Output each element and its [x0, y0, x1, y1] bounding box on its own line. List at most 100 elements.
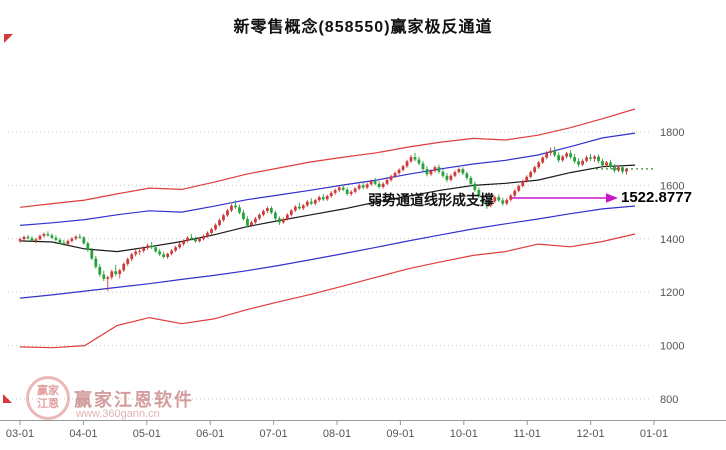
candle-body [373, 181, 377, 184]
y-tick-label: 800 [660, 394, 678, 406]
candle-body [46, 233, 50, 236]
candle-body [146, 245, 150, 248]
candle-body [377, 183, 381, 188]
channel-line-upper_red [19, 108, 636, 208]
candle-body [509, 195, 513, 200]
watermark-logo: 赢家江恩 [26, 376, 70, 420]
candle-body [397, 169, 401, 174]
candle-body [321, 197, 325, 200]
candle-body [553, 150, 557, 156]
candle-body [413, 157, 417, 160]
candle-body [250, 222, 253, 226]
candle-body [114, 271, 118, 275]
candle-body [541, 157, 545, 163]
page-title: 新零售概念(858550)赢家极反通道 [233, 19, 493, 36]
y-tick-label: 1800 [660, 127, 684, 139]
candle-body [186, 237, 189, 241]
candle-body [337, 187, 341, 191]
candle-body [317, 197, 321, 201]
candle-body [74, 236, 78, 239]
candle-body [194, 239, 197, 242]
candle-body [357, 185, 361, 189]
channel-line-lower_red [19, 233, 636, 349]
candle-body [325, 196, 329, 200]
candle-body [162, 254, 166, 257]
candle-body [94, 258, 98, 267]
candle-body [190, 237, 193, 240]
candle-body [437, 167, 441, 172]
candle-body [218, 220, 221, 225]
candle-body [389, 176, 393, 181]
red-corner-marker-top [4, 34, 13, 43]
candle-body [174, 247, 178, 251]
channel-line-mid_black [19, 164, 636, 253]
candle-body [26, 236, 30, 239]
candle-body [82, 237, 86, 244]
support-annotation-text: 弱势通道线形成支撑 [368, 192, 494, 208]
candle-body [329, 192, 333, 197]
candle-body [449, 175, 453, 180]
candle-body [349, 191, 353, 194]
candle-body [361, 185, 365, 188]
candle-body [202, 236, 205, 239]
candle-body [230, 205, 233, 211]
candle-body [529, 172, 533, 177]
candle-body [549, 150, 553, 153]
candle-body [142, 247, 146, 251]
watermark-logo-text: 赢家江恩 [37, 384, 59, 410]
candle-body [86, 243, 90, 251]
candle-body [569, 153, 573, 158]
candle-body [182, 240, 185, 245]
candle-body [341, 187, 345, 190]
candle-body [301, 205, 305, 209]
candle-body [98, 266, 102, 275]
candle-body [58, 239, 62, 243]
candle-body [102, 274, 106, 279]
candle-body [625, 168, 628, 172]
candle-body [246, 219, 249, 226]
candle-body [126, 259, 130, 264]
x-tick-label: 08-01 [323, 428, 351, 440]
candle-body [441, 171, 445, 176]
candle-body [577, 161, 580, 165]
candle-body [242, 212, 245, 220]
candle-body [365, 184, 369, 188]
x-tick-label: 05-01 [133, 428, 161, 440]
candle-body [493, 197, 497, 202]
candle-body [34, 239, 38, 241]
candle-body [453, 172, 457, 176]
candle-body [473, 183, 477, 190]
x-tick-label: 10-01 [450, 428, 478, 440]
candle-body [505, 199, 509, 204]
candle-body [150, 245, 154, 248]
candle-body [70, 238, 74, 241]
candle-body [425, 169, 429, 175]
candle-body [134, 251, 138, 255]
candle-body [385, 180, 389, 184]
candle-body [533, 167, 537, 173]
candle-body [122, 263, 126, 271]
candle-body [581, 160, 584, 165]
candle-body [485, 202, 489, 206]
candle-body [22, 236, 26, 240]
candle-body [226, 210, 229, 216]
candle-body [258, 214, 261, 219]
candle-body [54, 237, 58, 240]
candle-body [285, 214, 289, 220]
candle-body [238, 207, 241, 213]
candle-body [261, 211, 265, 215]
x-tick-label: 07-01 [260, 428, 288, 440]
candle-body [333, 190, 337, 193]
candle-body [497, 197, 501, 201]
candle-body [369, 181, 373, 185]
candle-body [297, 206, 301, 209]
candle-body [30, 238, 34, 241]
candle-body [469, 177, 473, 184]
support-arrow-head [606, 193, 618, 203]
candle-body [457, 169, 461, 173]
x-tick-label: 09-01 [386, 428, 414, 440]
candle-body [222, 215, 225, 221]
candle-body [206, 232, 209, 237]
y-tick-label: 1200 [660, 287, 684, 299]
